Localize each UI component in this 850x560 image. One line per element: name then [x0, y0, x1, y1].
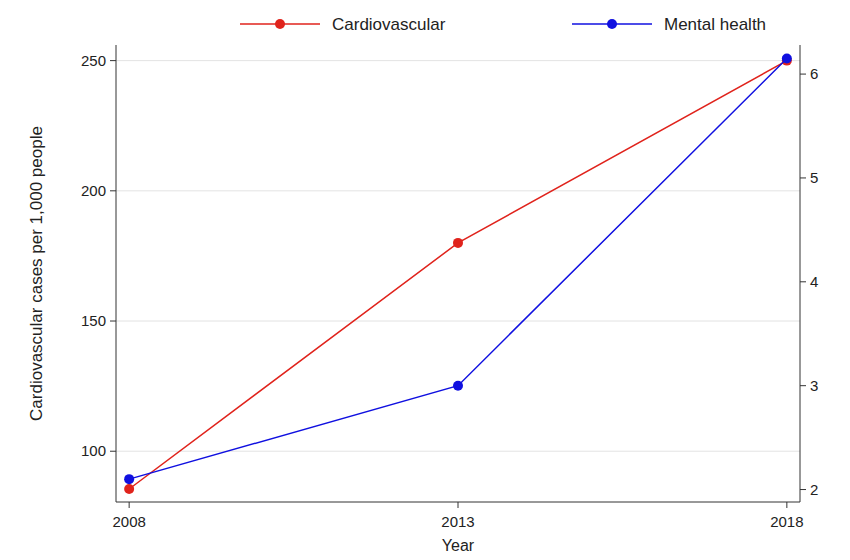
y-tick [110, 190, 116, 191]
x-tick-label: 2013 [441, 513, 474, 530]
chart-container: 100 150 200 250 Cardiovascular cases per 1,0… [0, 0, 850, 560]
y-tick-label: 100 [81, 442, 106, 459]
x-tick-label: 2018 [770, 513, 803, 530]
x-tick-label: 2008 [112, 513, 145, 530]
y-tick-label: 150 [81, 312, 106, 329]
grid-line [116, 190, 800, 191]
series-marker [124, 474, 134, 484]
series-marker [453, 238, 463, 248]
y2-tick [800, 281, 806, 282]
y-tick-label: 200 [81, 182, 106, 199]
grid-line [116, 60, 800, 61]
y2-tick-label: 3 [810, 377, 818, 394]
y-axis-label: Cardiovascular cases per 1,000 people [27, 126, 46, 421]
legend-label: Cardiovascular [332, 15, 446, 34]
y2-tick [800, 74, 806, 75]
x-tick [458, 502, 459, 508]
y-tick [110, 60, 116, 61]
y2-tick-label: 4 [810, 273, 818, 290]
x-tick [129, 502, 130, 508]
y-tick [110, 451, 116, 452]
grid-line [116, 321, 800, 322]
y2-tick-label: 2 [810, 481, 818, 498]
y2-tick [800, 177, 806, 178]
x-tick [786, 502, 787, 508]
y-tick [110, 321, 116, 322]
legend-marker [275, 19, 285, 29]
series-line [129, 61, 787, 489]
series-line [129, 59, 787, 480]
y-tick-label: 250 [81, 52, 106, 69]
y2-tick-label: 6 [810, 65, 818, 82]
legend-marker [607, 19, 617, 29]
grid-line [116, 451, 800, 452]
series-marker [124, 484, 134, 494]
y2-tick [800, 489, 806, 490]
plot-area [124, 54, 792, 494]
series-marker [453, 381, 463, 391]
y2-axis-line [800, 45, 801, 502]
series-marker [782, 54, 792, 64]
y2-tick [800, 385, 806, 386]
legend-label: Mental health [664, 15, 766, 34]
x-axis-label: Year [442, 537, 475, 554]
legend: Cardiovascular Mental health [240, 15, 766, 34]
y2-tick-label: 5 [810, 169, 818, 186]
chart-svg: 100 150 200 250 Cardiovascular cases per 1,0… [0, 0, 850, 560]
y-axis-line [116, 45, 117, 502]
